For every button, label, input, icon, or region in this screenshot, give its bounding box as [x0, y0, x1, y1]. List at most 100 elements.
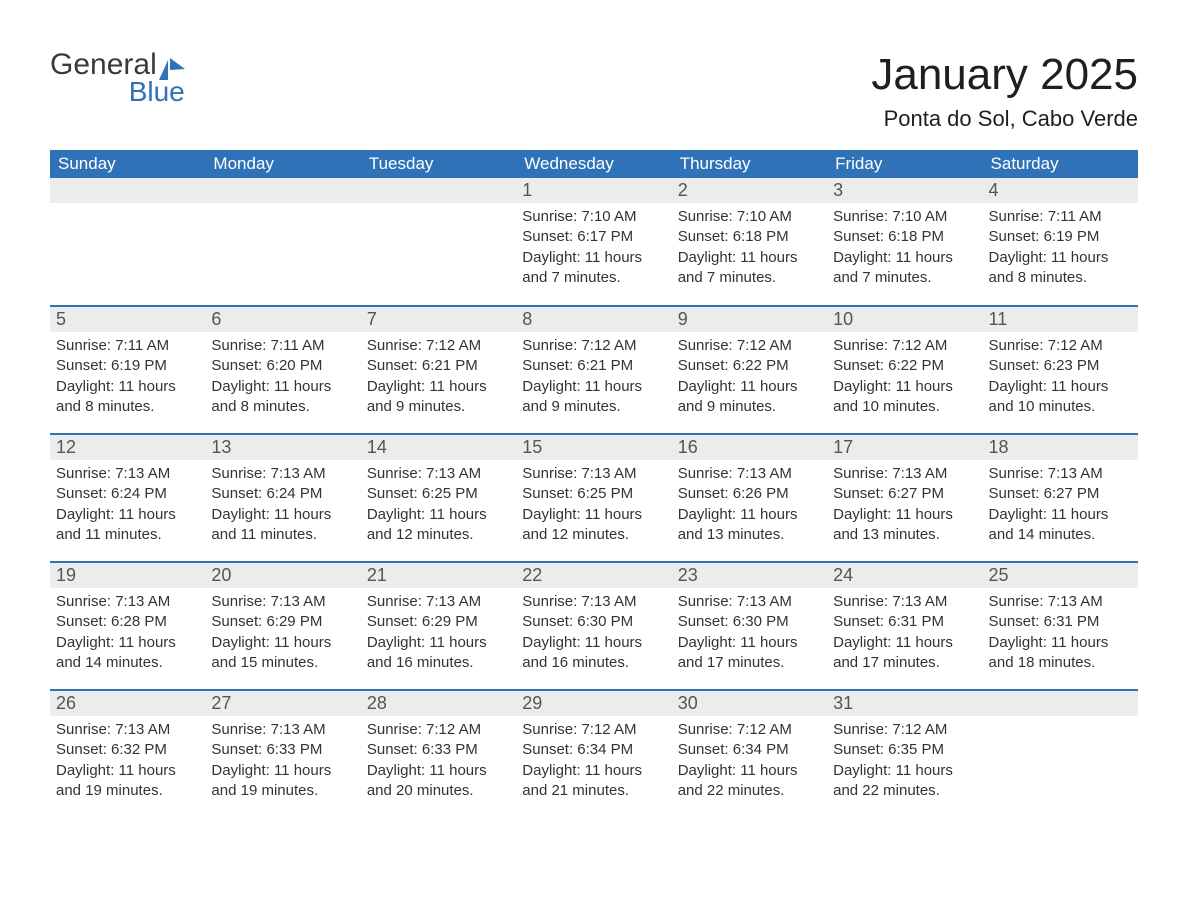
weekday-header-row: Sunday Monday Tuesday Wednesday Thursday…: [50, 150, 1138, 178]
daylight-text: Daylight: 11 hours and 18 minutes.: [989, 633, 1132, 674]
day-number: 15: [516, 435, 671, 460]
weekday-header: Sunday: [50, 150, 205, 178]
day-body: Sunrise: 7:13 AMSunset: 6:26 PMDaylight:…: [672, 460, 827, 551]
day-number: 16: [672, 435, 827, 460]
daylight-text: Daylight: 11 hours and 22 minutes.: [678, 761, 821, 802]
daylight-text: Daylight: 11 hours and 7 minutes.: [833, 248, 976, 289]
day-cell: 19Sunrise: 7:13 AMSunset: 6:28 PMDayligh…: [50, 562, 205, 690]
sunrise-text: Sunrise: 7:12 AM: [989, 336, 1132, 356]
sunrise-text: Sunrise: 7:12 AM: [678, 336, 821, 356]
sunset-text: Sunset: 6:21 PM: [522, 356, 665, 376]
sunrise-text: Sunrise: 7:12 AM: [678, 720, 821, 740]
sunrise-text: Sunrise: 7:12 AM: [367, 720, 510, 740]
page-title: January 2025: [871, 50, 1138, 100]
day-cell: [205, 178, 360, 306]
day-body: Sunrise: 7:13 AMSunset: 6:27 PMDaylight:…: [983, 460, 1138, 551]
day-body: Sunrise: 7:13 AMSunset: 6:30 PMDaylight:…: [516, 588, 671, 679]
day-cell: 23Sunrise: 7:13 AMSunset: 6:30 PMDayligh…: [672, 562, 827, 690]
day-number: 8: [516, 307, 671, 332]
sunset-text: Sunset: 6:27 PM: [989, 484, 1132, 504]
sunrise-text: Sunrise: 7:12 AM: [833, 720, 976, 740]
sunrise-text: Sunrise: 7:11 AM: [989, 207, 1132, 227]
day-number: [205, 178, 360, 203]
day-body: Sunrise: 7:13 AMSunset: 6:24 PMDaylight:…: [205, 460, 360, 551]
daylight-text: Daylight: 11 hours and 8 minutes.: [211, 377, 354, 418]
sunrise-text: Sunrise: 7:13 AM: [367, 464, 510, 484]
sunrise-text: Sunrise: 7:11 AM: [211, 336, 354, 356]
day-number: 21: [361, 563, 516, 588]
daylight-text: Daylight: 11 hours and 20 minutes.: [367, 761, 510, 802]
sunset-text: Sunset: 6:34 PM: [522, 740, 665, 760]
sunset-text: Sunset: 6:34 PM: [678, 740, 821, 760]
sunrise-text: Sunrise: 7:13 AM: [833, 592, 976, 612]
day-body: Sunrise: 7:10 AMSunset: 6:18 PMDaylight:…: [672, 203, 827, 294]
day-number: 3: [827, 178, 982, 203]
day-cell: 1Sunrise: 7:10 AMSunset: 6:17 PMDaylight…: [516, 178, 671, 306]
day-number: 10: [827, 307, 982, 332]
week-row: 5Sunrise: 7:11 AMSunset: 6:19 PMDaylight…: [50, 306, 1138, 434]
weekday-header: Monday: [205, 150, 360, 178]
daylight-text: Daylight: 11 hours and 16 minutes.: [367, 633, 510, 674]
day-body: Sunrise: 7:13 AMSunset: 6:27 PMDaylight:…: [827, 460, 982, 551]
day-body: Sunrise: 7:13 AMSunset: 6:29 PMDaylight:…: [361, 588, 516, 679]
sunset-text: Sunset: 6:29 PM: [211, 612, 354, 632]
sunset-text: Sunset: 6:20 PM: [211, 356, 354, 376]
day-number: 11: [983, 307, 1138, 332]
day-body: Sunrise: 7:13 AMSunset: 6:32 PMDaylight:…: [50, 716, 205, 807]
logo: General Blue: [50, 50, 185, 106]
day-cell: 3Sunrise: 7:10 AMSunset: 6:18 PMDaylight…: [827, 178, 982, 306]
sunrise-text: Sunrise: 7:13 AM: [56, 592, 199, 612]
day-number: 31: [827, 691, 982, 716]
day-number: 17: [827, 435, 982, 460]
sunrise-text: Sunrise: 7:13 AM: [522, 464, 665, 484]
title-block: January 2025 Ponta do Sol, Cabo Verde: [871, 50, 1138, 132]
sunset-text: Sunset: 6:26 PM: [678, 484, 821, 504]
daylight-text: Daylight: 11 hours and 13 minutes.: [678, 505, 821, 546]
daylight-text: Daylight: 11 hours and 10 minutes.: [989, 377, 1132, 418]
weekday-header: Wednesday: [516, 150, 671, 178]
sunset-text: Sunset: 6:29 PM: [367, 612, 510, 632]
sunrise-text: Sunrise: 7:12 AM: [367, 336, 510, 356]
day-number: 5: [50, 307, 205, 332]
sunrise-text: Sunrise: 7:12 AM: [522, 336, 665, 356]
sunrise-text: Sunrise: 7:13 AM: [211, 592, 354, 612]
daylight-text: Daylight: 11 hours and 13 minutes.: [833, 505, 976, 546]
week-row: 19Sunrise: 7:13 AMSunset: 6:28 PMDayligh…: [50, 562, 1138, 690]
sunrise-text: Sunrise: 7:13 AM: [211, 720, 354, 740]
daylight-text: Daylight: 11 hours and 21 minutes.: [522, 761, 665, 802]
day-cell: 28Sunrise: 7:12 AMSunset: 6:33 PMDayligh…: [361, 690, 516, 818]
day-body: Sunrise: 7:12 AMSunset: 6:35 PMDaylight:…: [827, 716, 982, 807]
sunset-text: Sunset: 6:35 PM: [833, 740, 976, 760]
sunset-text: Sunset: 6:18 PM: [678, 227, 821, 247]
day-number: 28: [361, 691, 516, 716]
daylight-text: Daylight: 11 hours and 22 minutes.: [833, 761, 976, 802]
daylight-text: Daylight: 11 hours and 8 minutes.: [989, 248, 1132, 289]
sunset-text: Sunset: 6:25 PM: [522, 484, 665, 504]
day-number: 18: [983, 435, 1138, 460]
weekday-header: Friday: [827, 150, 982, 178]
day-cell: 7Sunrise: 7:12 AMSunset: 6:21 PMDaylight…: [361, 306, 516, 434]
day-body: Sunrise: 7:11 AMSunset: 6:19 PMDaylight:…: [983, 203, 1138, 294]
day-number: 26: [50, 691, 205, 716]
sunrise-text: Sunrise: 7:13 AM: [56, 720, 199, 740]
location-label: Ponta do Sol, Cabo Verde: [871, 106, 1138, 132]
sunset-text: Sunset: 6:23 PM: [989, 356, 1132, 376]
day-number: 6: [205, 307, 360, 332]
sunrise-text: Sunrise: 7:10 AM: [678, 207, 821, 227]
sunrise-text: Sunrise: 7:13 AM: [678, 464, 821, 484]
day-cell: 6 Sunrise: 7:11 AMSunset: 6:20 PMDaylight…: [205, 306, 360, 434]
daylight-text: Daylight: 11 hours and 9 minutes.: [522, 377, 665, 418]
sunrise-text: Sunrise: 7:13 AM: [522, 592, 665, 612]
day-body: Sunrise: 7:10 AMSunset: 6:17 PMDaylight:…: [516, 203, 671, 294]
daylight-text: Daylight: 11 hours and 8 minutes.: [56, 377, 199, 418]
daylight-text: Daylight: 11 hours and 10 minutes.: [833, 377, 976, 418]
day-body: Sunrise: 7:12 AMSunset: 6:33 PMDaylight:…: [361, 716, 516, 807]
day-number: 2: [672, 178, 827, 203]
day-number: 7: [361, 307, 516, 332]
day-cell: 31Sunrise: 7:12 AMSunset: 6:35 PMDayligh…: [827, 690, 982, 818]
daylight-text: Daylight: 11 hours and 19 minutes.: [211, 761, 354, 802]
sunset-text: Sunset: 6:30 PM: [522, 612, 665, 632]
daylight-text: Daylight: 11 hours and 19 minutes.: [56, 761, 199, 802]
day-number: 1: [516, 178, 671, 203]
day-cell: 24Sunrise: 7:13 AMSunset: 6:31 PMDayligh…: [827, 562, 982, 690]
